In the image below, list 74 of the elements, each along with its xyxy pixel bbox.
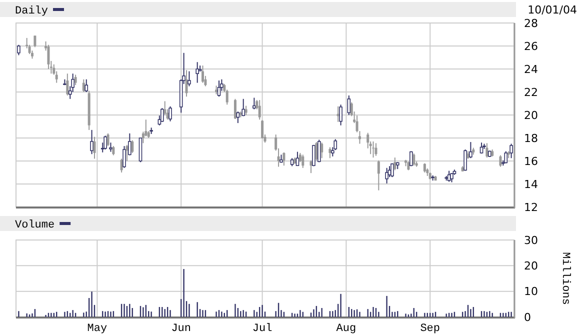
- candlestick: [296, 151, 300, 166]
- candlestick: [109, 142, 112, 152]
- x-tick-label: Jul: [252, 323, 272, 335]
- x-tick-label: Aug: [336, 323, 356, 335]
- candlestick: [90, 129, 94, 155]
- candlestick: [390, 162, 394, 178]
- candlestick: [258, 100, 261, 120]
- y-tick-label: 20: [524, 260, 538, 273]
- candlestick: [131, 140, 134, 154]
- text: 10/01/04: [528, 4, 577, 16]
- candlestick: [84, 78, 88, 92]
- y-axis-title: Millions: [559, 252, 571, 305]
- candlestick: [47, 44, 50, 70]
- candlestick: [499, 154, 502, 168]
- y-tick-label: 30: [524, 234, 538, 247]
- candlestick: [185, 70, 188, 98]
- candlestick: [486, 142, 488, 158]
- candlestick: [347, 94, 351, 116]
- candlestick: [138, 138, 142, 163]
- candlestick: [412, 153, 416, 166]
- candlestick: [377, 160, 380, 191]
- candlestick: [315, 142, 318, 161]
- candlestick: [93, 136, 96, 160]
- candlestick: [252, 97, 256, 110]
- candlestick: [328, 146, 332, 159]
- y-tick-label: 28: [524, 16, 538, 30]
- candlestick: [74, 74, 77, 86]
- candlestick: [112, 146, 115, 156]
- candlestick: [126, 144, 128, 162]
- y-tick-label: 18: [524, 132, 538, 145]
- candlestick: [450, 172, 454, 183]
- candlestick: [504, 150, 508, 164]
- candlestick: [168, 106, 172, 122]
- x-tick-label: Jun: [171, 323, 192, 335]
- candlestick: [122, 146, 126, 168]
- candlestick: [106, 132, 110, 147]
- y-tick-label: 16: [524, 154, 538, 168]
- candlestick: [202, 65, 204, 84]
- candlestick: [160, 108, 164, 122]
- candlestick: [282, 152, 286, 166]
- candlestick: [374, 142, 378, 156]
- candlestick: [317, 139, 321, 163]
- chart-title: Daily: [15, 6, 48, 18]
- candlestick: [34, 35, 36, 48]
- candlestick: [242, 98, 245, 117]
- y-tick-label: 24: [524, 62, 538, 76]
- candlestick: [302, 154, 304, 168]
- candlestick: [423, 162, 426, 173]
- candlestick: [410, 150, 413, 167]
- y-tick-label: 26: [524, 40, 538, 53]
- x-tick-label: Sep: [420, 323, 440, 335]
- candlestick: [464, 149, 467, 172]
- candlestick: [385, 167, 388, 184]
- candlestick: [196, 62, 199, 84]
- candlestick: [339, 104, 342, 126]
- y-tick-label: 20: [524, 108, 538, 122]
- candlestick: [261, 120, 264, 140]
- y-tick-label: 14: [524, 178, 538, 191]
- candlestick: [234, 98, 236, 120]
- y-tick-label: 22: [524, 86, 538, 99]
- x-tick-label: May: [87, 323, 108, 335]
- candlestick: [104, 135, 107, 150]
- y-tick-label: 0: [524, 310, 531, 324]
- candlestick: [66, 73, 69, 96]
- candlestick: [320, 142, 324, 159]
- y-tick-label: 12: [524, 200, 538, 214]
- candlestick: [217, 80, 221, 98]
- candlestick: [128, 132, 132, 156]
- candlestick: [188, 70, 191, 87]
- candlestick: [164, 100, 166, 116]
- chart-title: Volume: [15, 220, 55, 232]
- y-tick-label: 10: [524, 285, 538, 298]
- candlestick: [394, 157, 396, 171]
- candlestick: [469, 142, 472, 159]
